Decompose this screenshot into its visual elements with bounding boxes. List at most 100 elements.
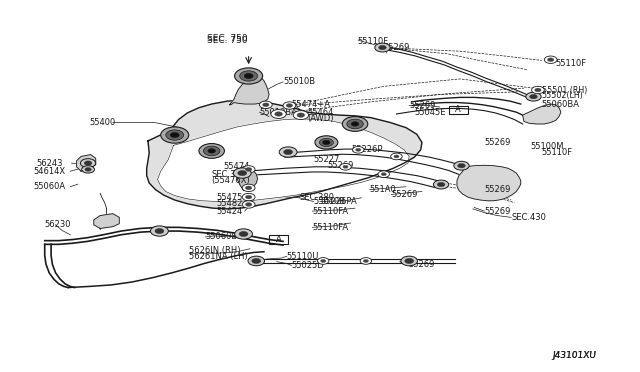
Polygon shape: [147, 100, 422, 209]
Text: 55100M: 55100M: [531, 142, 564, 151]
Text: 56230: 56230: [45, 220, 71, 229]
Text: 55110F: 55110F: [556, 59, 587, 68]
Text: 55482: 55482: [217, 199, 243, 208]
Text: SEC.380: SEC.380: [212, 170, 246, 179]
Circle shape: [248, 256, 264, 266]
Circle shape: [240, 71, 257, 81]
Text: 55110FA: 55110FA: [312, 223, 348, 232]
Text: 55269: 55269: [408, 260, 435, 269]
Circle shape: [297, 113, 305, 117]
Circle shape: [244, 73, 253, 78]
Circle shape: [401, 256, 417, 266]
Circle shape: [360, 258, 372, 264]
Text: J43101XU: J43101XU: [552, 350, 596, 360]
Circle shape: [284, 150, 292, 155]
Text: 55010B: 55010B: [283, 77, 315, 86]
Text: 55502(LH): 55502(LH): [541, 91, 584, 100]
Text: SEC.430: SEC.430: [511, 213, 546, 222]
Circle shape: [238, 170, 246, 176]
Circle shape: [532, 86, 544, 94]
Text: 55010BA: 55010BA: [259, 108, 298, 117]
Text: 55269: 55269: [484, 206, 511, 216]
Circle shape: [319, 138, 333, 147]
Text: 55269: 55269: [484, 138, 511, 147]
Circle shape: [199, 144, 225, 158]
Text: J43101XU: J43101XU: [552, 350, 596, 360]
Circle shape: [458, 163, 465, 168]
Circle shape: [239, 231, 248, 237]
Circle shape: [259, 101, 272, 109]
Text: 55474: 55474: [223, 162, 250, 171]
Text: 55475: 55475: [217, 193, 243, 202]
Circle shape: [544, 56, 557, 63]
Circle shape: [530, 94, 538, 99]
Text: A: A: [456, 105, 461, 115]
Circle shape: [437, 182, 445, 187]
Circle shape: [82, 166, 95, 173]
Text: 55226P: 55226P: [352, 145, 383, 154]
Text: 55110U: 55110U: [287, 251, 319, 261]
Circle shape: [246, 203, 252, 206]
Text: 55025D: 55025D: [291, 261, 324, 270]
Text: SEC. 750: SEC. 750: [207, 36, 247, 45]
Circle shape: [315, 136, 338, 149]
Circle shape: [286, 104, 292, 108]
Circle shape: [353, 147, 364, 153]
Circle shape: [275, 112, 282, 116]
Bar: [269, 235, 288, 244]
Text: SEC. 750: SEC. 750: [207, 34, 247, 43]
Text: 55110FA: 55110FA: [312, 206, 348, 216]
Circle shape: [340, 163, 351, 170]
Circle shape: [323, 140, 330, 145]
Polygon shape: [94, 214, 119, 228]
Polygon shape: [230, 75, 269, 105]
Text: 54614X: 54614X: [33, 167, 65, 176]
Circle shape: [364, 260, 369, 262]
Circle shape: [351, 122, 359, 126]
Text: 56243: 56243: [36, 158, 63, 168]
Circle shape: [375, 43, 390, 52]
Circle shape: [526, 92, 541, 101]
Circle shape: [243, 184, 255, 192]
Text: 55045E: 55045E: [414, 108, 446, 117]
Text: 55110F: 55110F: [541, 148, 573, 157]
Text: 56261NA (LH): 56261NA (LH): [189, 251, 248, 261]
Circle shape: [234, 168, 251, 178]
Circle shape: [356, 148, 361, 151]
Circle shape: [293, 111, 308, 119]
Text: 55227: 55227: [314, 155, 340, 164]
Circle shape: [170, 132, 179, 138]
Text: 55060A: 55060A: [33, 182, 65, 191]
Text: 5626IN (RH): 5626IN (RH): [189, 246, 241, 255]
Text: 55501 (RH): 55501 (RH): [541, 86, 587, 94]
Text: 55110F: 55110F: [357, 37, 388, 46]
Polygon shape: [237, 167, 257, 190]
Circle shape: [161, 127, 189, 143]
Circle shape: [283, 102, 296, 109]
Circle shape: [381, 173, 387, 176]
Text: SEC.380: SEC.380: [300, 193, 335, 202]
Text: 55474+A: 55474+A: [291, 100, 330, 109]
Text: A: A: [276, 235, 282, 244]
Text: 55400: 55400: [90, 118, 116, 127]
Text: 551A0: 551A0: [370, 185, 396, 194]
Circle shape: [208, 149, 216, 153]
Circle shape: [342, 116, 368, 131]
Circle shape: [166, 130, 184, 140]
Circle shape: [155, 228, 164, 234]
Circle shape: [271, 110, 286, 118]
Circle shape: [394, 155, 399, 158]
Text: 55464: 55464: [307, 108, 333, 118]
Text: 55269: 55269: [484, 185, 511, 194]
Circle shape: [321, 260, 326, 262]
Circle shape: [252, 259, 260, 263]
Text: 55269: 55269: [409, 101, 436, 110]
Circle shape: [404, 259, 413, 263]
Circle shape: [246, 186, 252, 190]
Circle shape: [204, 146, 220, 156]
Text: 55269: 55269: [328, 161, 354, 170]
Text: 55269: 55269: [384, 43, 410, 52]
Circle shape: [81, 159, 96, 167]
Circle shape: [317, 258, 329, 264]
Circle shape: [391, 153, 402, 160]
